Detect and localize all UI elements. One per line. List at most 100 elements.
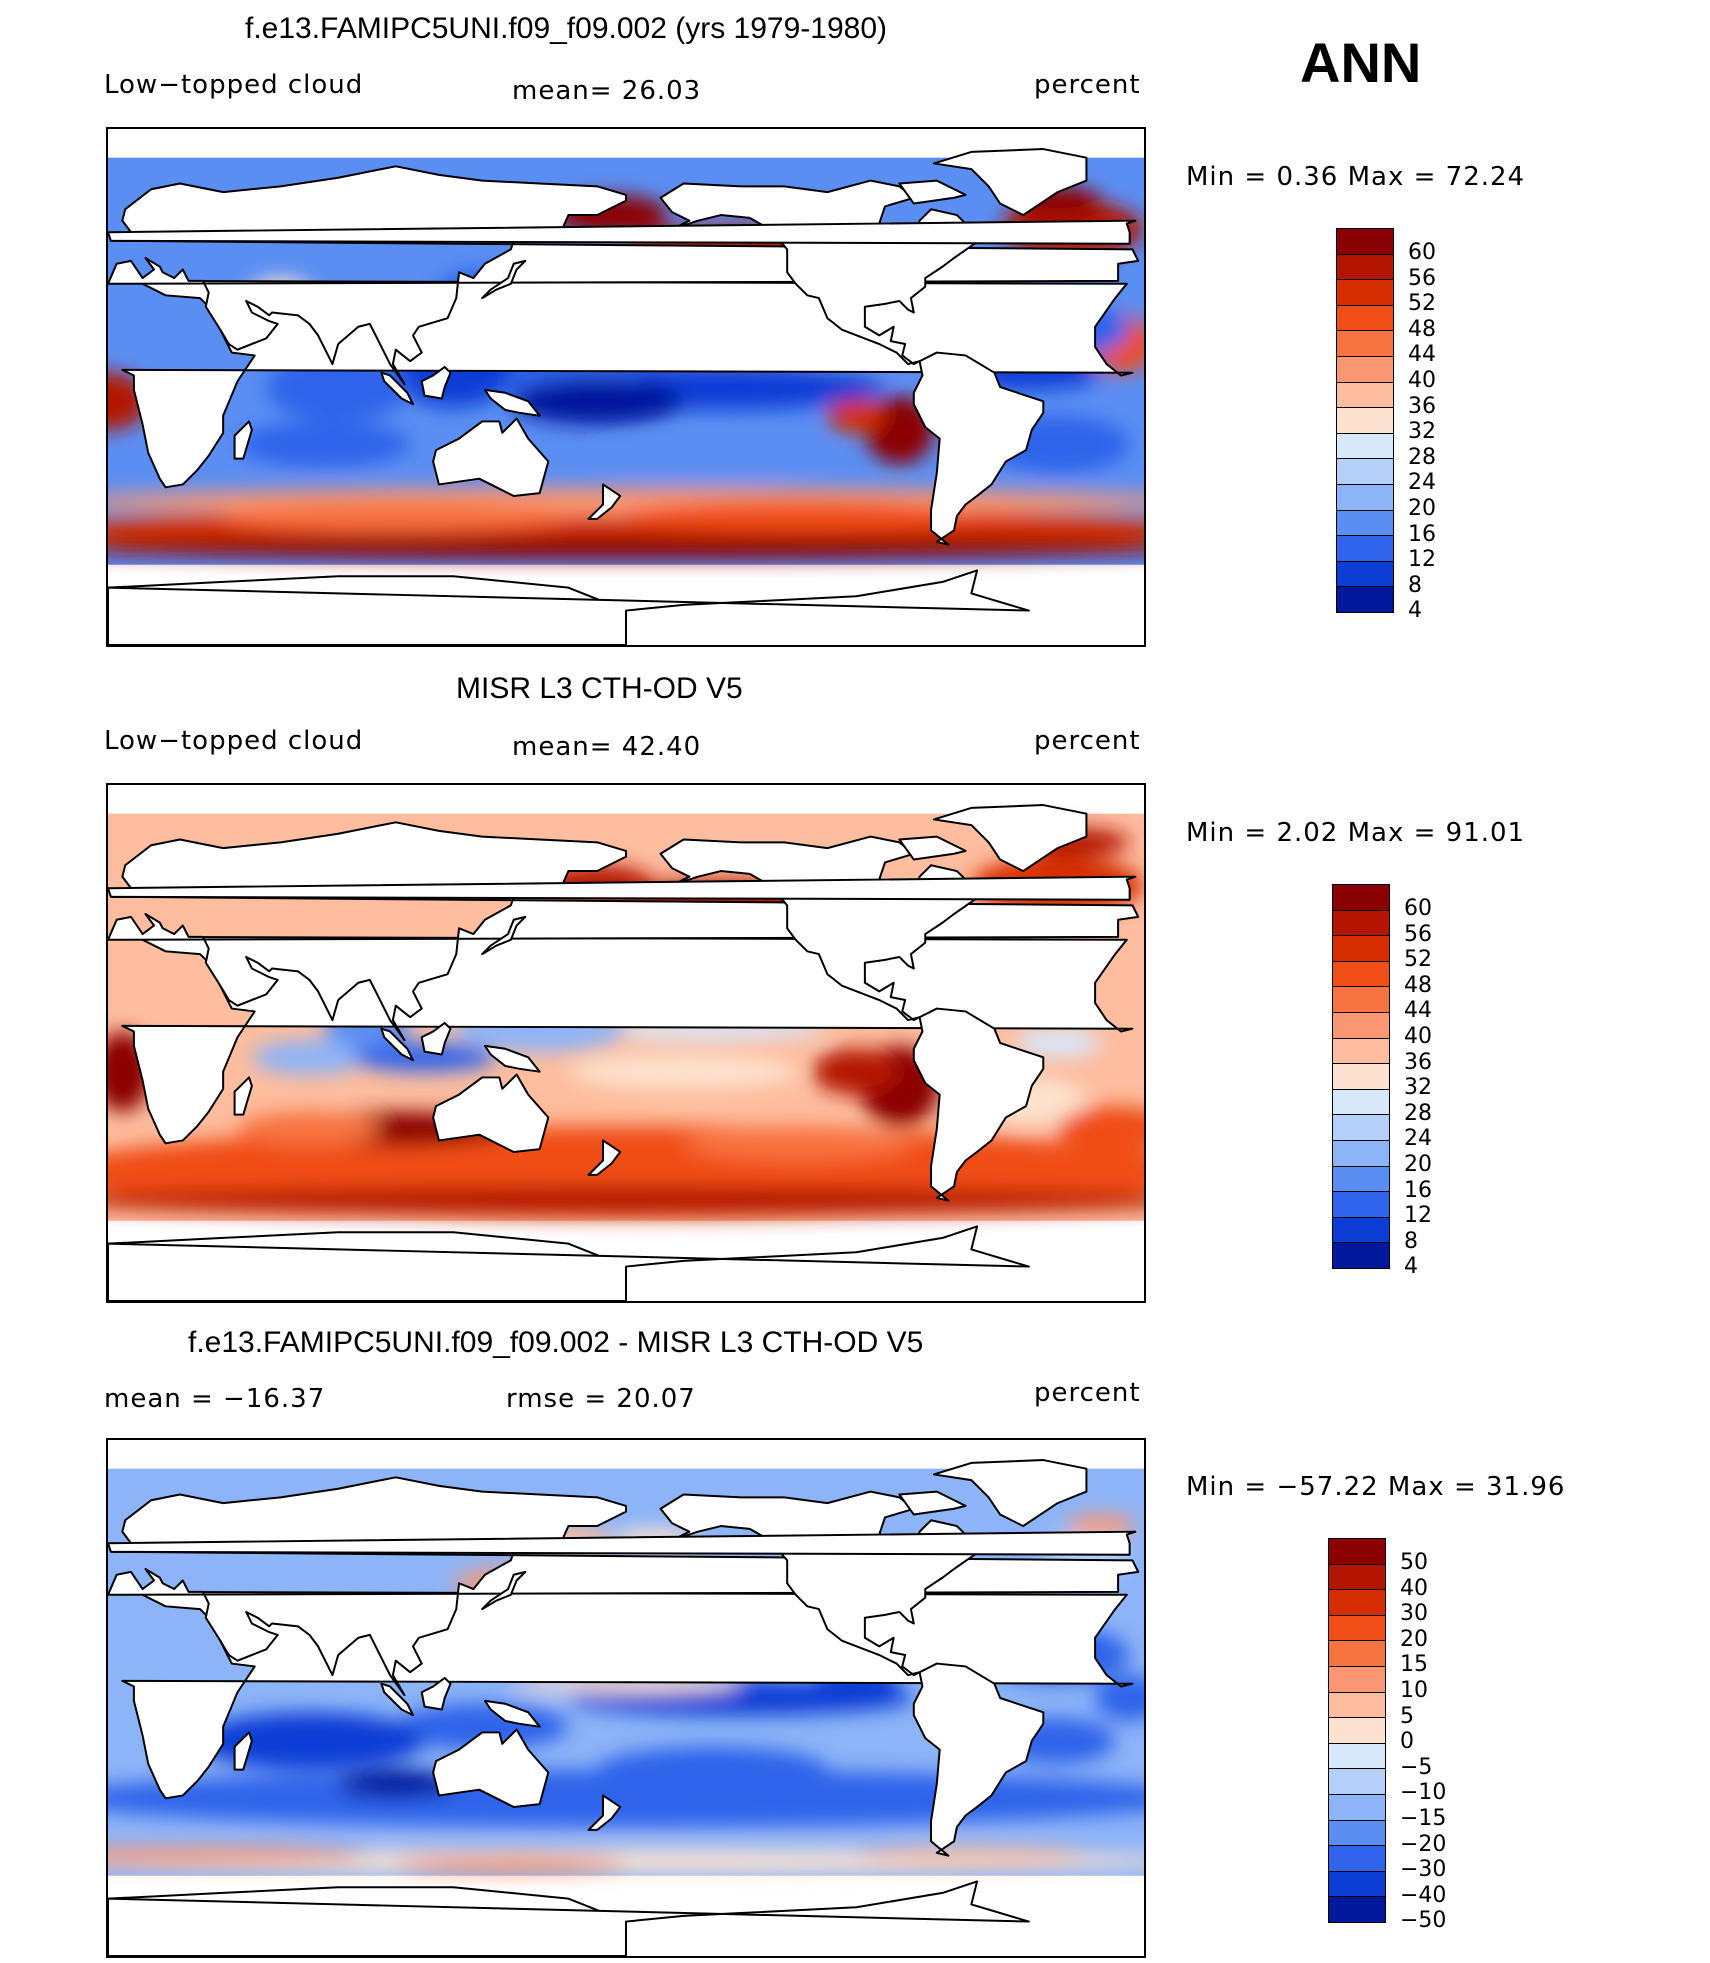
colorbar-segment <box>1336 535 1394 562</box>
colorbar-segment <box>1328 1717 1386 1744</box>
colorbar-segment <box>1328 1819 1386 1847</box>
cloud-field-blob <box>108 1186 1144 1215</box>
antarctica-landmass-west <box>108 1225 1030 1301</box>
baffin-island <box>898 835 967 861</box>
panel-3-rmse-label: rmse = 20.07 <box>506 1384 696 1414</box>
eurasia-landmass <box>108 821 1140 1042</box>
japan-island <box>481 915 527 956</box>
cloud-field-blob <box>194 1712 425 1770</box>
colorbar-segment <box>1332 986 1390 1013</box>
colorbar-level-label: 44 <box>1404 998 1432 1024</box>
colorbar-level-label: 32 <box>1404 1075 1432 1101</box>
colorbar-segment <box>1328 1768 1386 1795</box>
cloud-field-blob <box>395 1855 626 1873</box>
map-svg <box>108 1459 1144 1956</box>
panel-1-map <box>106 127 1146 647</box>
map-svg <box>108 148 1144 645</box>
cloud-field-blob <box>510 378 684 425</box>
map-svg <box>108 804 1144 1301</box>
colorbar-segment <box>1332 960 1390 988</box>
colorbar-segment <box>1332 909 1390 937</box>
panel-1-minmax: Min = 0.36 Max = 72.24 <box>1186 162 1526 192</box>
cloud-field-blob <box>597 1746 828 1793</box>
panel-2-mean-label: mean= 42.40 <box>512 732 702 762</box>
colorbar-segment <box>1332 1063 1390 1090</box>
panel-1-units-label: percent <box>1034 70 1141 100</box>
madagascar-island <box>233 1731 253 1771</box>
colorbar-level-label: 4 <box>1408 598 1422 624</box>
colorbar-segment <box>1332 1140 1390 1167</box>
colorbar-level-label: −20 <box>1400 1831 1447 1857</box>
colorbar-segment <box>1328 1896 1386 1923</box>
colorbar-level-label: 32 <box>1408 419 1436 445</box>
season-label: ANN <box>1300 31 1422 94</box>
north-america-landmass <box>659 1490 984 1677</box>
colorbar-segment <box>1336 509 1394 537</box>
cloud-field-blob <box>108 536 1144 559</box>
cloud-field-blob <box>568 1054 799 1089</box>
colorbar-segment <box>1336 407 1394 434</box>
colorbar-level-label: 12 <box>1408 547 1436 573</box>
panel-2-variable-label: Low−topped cloud <box>104 726 364 756</box>
colorbar-segment <box>1332 1242 1390 1269</box>
cloud-field-blob <box>856 1847 1087 1865</box>
cloud-field-blob <box>237 1111 382 1147</box>
cloud-field-blob <box>1057 1106 1144 1152</box>
new-guinea-island <box>483 1699 541 1728</box>
borneo-island <box>420 1021 452 1056</box>
uk-island <box>108 875 1137 901</box>
australia-landmass <box>432 417 550 497</box>
colorbar-segment <box>1332 1165 1390 1193</box>
colorbar-level-label: 36 <box>1404 1049 1432 1075</box>
madagascar-island <box>233 1076 253 1116</box>
colorbar-level-label: 56 <box>1404 921 1432 947</box>
colorbar-segment <box>1328 1870 1386 1898</box>
nz-island <box>587 1139 622 1176</box>
colorbar-segment <box>1328 1614 1386 1642</box>
colorbar-level-label: 44 <box>1408 342 1436 368</box>
colorbar-segment <box>1328 1742 1386 1770</box>
panel-2-title: MISR L3 CTH-OD V5 <box>456 672 743 705</box>
colorbar-level-label: 60 <box>1404 896 1432 921</box>
panel-3-title: f.e13.FAMIPC5UNI.f09_f09.002 - MISR L3 C… <box>188 1326 924 1359</box>
colorbar-segment <box>1336 432 1394 460</box>
colorbar-segment <box>1332 1216 1390 1244</box>
colorbar-segment <box>1328 1640 1386 1667</box>
colorbar-level-label: 40 <box>1404 1024 1432 1049</box>
colorbar-segment <box>1328 1691 1386 1719</box>
cloud-field-blob <box>1095 1675 1144 1721</box>
colorbar-level-label: 48 <box>1408 316 1436 342</box>
eurasia-landmass <box>108 165 1140 386</box>
colorbar-segment <box>1332 884 1390 911</box>
colorbar-segment <box>1336 356 1394 383</box>
cloud-field-blob <box>108 1847 367 1865</box>
colorbar-segment <box>1328 1845 1386 1872</box>
colorbar-level-label: 20 <box>1400 1626 1428 1652</box>
panel-1-variable-label: Low−topped cloud <box>104 70 364 100</box>
sumatra-island <box>380 371 415 406</box>
colorbar-segment <box>1336 484 1394 511</box>
panel-1-mean-label: mean= 26.03 <box>512 76 702 106</box>
colorbar-segment <box>1336 586 1394 613</box>
panel-2-units-label: percent <box>1034 726 1141 756</box>
colorbar-segment <box>1336 228 1394 255</box>
colorbar-level-label: 52 <box>1404 947 1432 973</box>
colorbar-level-label: 40 <box>1400 1575 1428 1601</box>
colorbar-segment <box>1336 279 1394 306</box>
colorbar-segment <box>1328 1563 1386 1591</box>
colorbar-segment <box>1336 381 1394 409</box>
eurasia-landmass <box>108 1476 1140 1697</box>
colorbar-level-label: 20 <box>1404 1152 1432 1177</box>
colorbar-segment <box>1328 1794 1386 1821</box>
north-america-landmass <box>659 835 984 1022</box>
colorbar-segment <box>1328 1666 1386 1693</box>
cloud-field-blob <box>683 1126 914 1161</box>
colorbar-level-label: 15 <box>1400 1652 1428 1678</box>
colorbar-level-label: −15 <box>1400 1806 1447 1831</box>
nz-island <box>587 1794 622 1831</box>
panel-1-colorbar: 60 56 52 48 44 40 36 32 28 24 20 16 12 8 4 <box>1336 228 1466 623</box>
uk-island <box>108 1530 1137 1556</box>
cloud-field-blob <box>827 398 885 433</box>
new-guinea-island <box>483 388 541 417</box>
japan-island <box>481 1570 527 1611</box>
